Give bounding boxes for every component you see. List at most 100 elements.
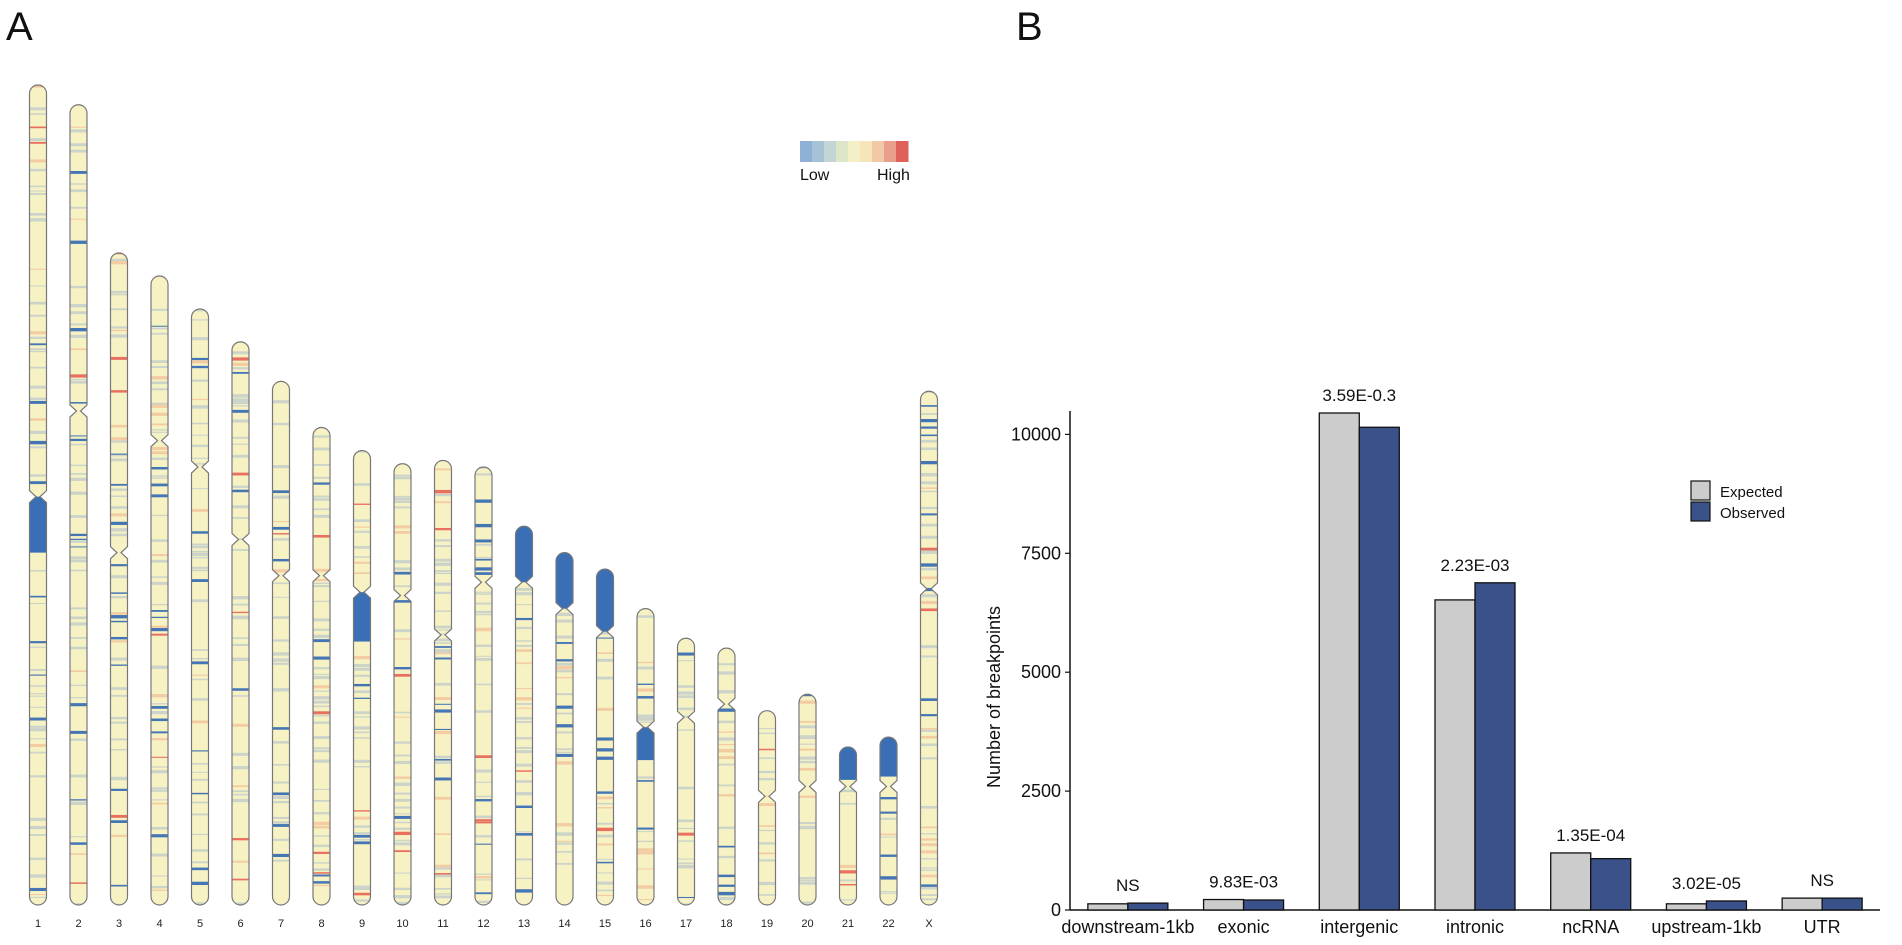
density-band	[515, 703, 533, 705]
density-band	[718, 763, 735, 766]
density-band	[475, 523, 492, 528]
density-band	[29, 430, 47, 434]
bar-expected	[1318, 412, 1360, 911]
density-band	[70, 836, 87, 838]
density-band	[70, 730, 87, 734]
density-band	[353, 885, 371, 888]
density-band	[394, 530, 411, 534]
category-group: NS downstream-1kb	[1061, 876, 1194, 937]
density-band	[596, 748, 614, 752]
density-band	[434, 895, 452, 899]
density-band	[232, 549, 249, 551]
density-band	[313, 628, 330, 631]
density-band	[313, 884, 330, 887]
chromosome-bands	[272, 381, 290, 906]
density-band	[272, 558, 290, 562]
density-band	[596, 861, 614, 864]
chromosome-bands	[151, 276, 168, 905]
density-band	[29, 331, 47, 335]
density-band	[920, 405, 938, 407]
density-band	[920, 550, 938, 554]
chromosome-body	[677, 638, 695, 905]
density-band	[29, 896, 47, 898]
density-band	[191, 488, 209, 490]
chromosome-label: 6	[237, 918, 243, 930]
density-band	[394, 497, 411, 501]
density-band	[920, 826, 938, 829]
density-band	[353, 825, 371, 828]
density-band	[475, 819, 492, 822]
bar-expected	[1781, 897, 1823, 911]
density-band	[232, 723, 249, 727]
density-band	[272, 521, 290, 523]
chromosome-outline	[231, 341, 250, 906]
density-band	[151, 766, 168, 768]
chromosome-body	[191, 308, 209, 905]
density-band	[556, 676, 573, 679]
chromosome-body	[799, 694, 816, 905]
chromosome-label: 12	[477, 918, 489, 930]
density-band	[394, 754, 411, 757]
density-band	[718, 737, 735, 741]
density-band	[434, 703, 452, 705]
density-band	[758, 728, 776, 730]
density-band	[29, 706, 47, 708]
x-tick-label: UTR	[1804, 917, 1841, 937]
density-band	[313, 799, 330, 802]
chromosome-bands	[799, 694, 816, 905]
density-band	[70, 801, 87, 805]
density-band	[151, 789, 168, 792]
density-band	[110, 424, 128, 428]
density-band	[353, 483, 371, 486]
density-band	[394, 760, 411, 765]
density-band	[232, 367, 249, 370]
density-band	[637, 831, 654, 833]
density-band	[353, 683, 371, 687]
density-band	[920, 490, 938, 493]
density-band	[70, 622, 87, 626]
density-band	[475, 593, 492, 595]
density-band	[313, 447, 330, 451]
density-band	[70, 435, 87, 437]
density-band	[110, 664, 128, 666]
density-band	[191, 569, 209, 572]
density-band	[434, 610, 452, 612]
density-band	[151, 731, 168, 734]
density-band	[353, 690, 371, 694]
density-band	[475, 613, 492, 616]
density-band	[434, 539, 452, 542]
density-band	[434, 572, 452, 575]
density-band	[637, 851, 654, 855]
density-band	[151, 559, 168, 563]
density-band	[596, 652, 614, 654]
chromosome-bands	[232, 341, 249, 906]
density-band	[272, 495, 290, 499]
density-band	[29, 440, 47, 445]
density-band	[313, 656, 330, 660]
density-band	[920, 743, 938, 747]
density-band	[272, 795, 290, 799]
density-band	[313, 721, 330, 724]
density-band	[191, 444, 209, 448]
density-band	[920, 434, 938, 437]
density-band	[29, 159, 47, 163]
chromosome-label: 16	[639, 918, 651, 930]
density-band	[232, 505, 249, 509]
chromosome-label: 14	[558, 918, 570, 930]
chromosome-bands	[880, 737, 897, 905]
density-band	[677, 858, 695, 860]
density-scale-swatch	[872, 141, 885, 162]
category-group: 9.83E-03 exonic	[1202, 873, 1285, 937]
density-band	[110, 687, 128, 690]
density-band	[110, 814, 128, 818]
density-band	[434, 874, 452, 878]
density-band	[677, 840, 695, 842]
chromosome-bands	[758, 710, 776, 905]
chromosome-bands	[596, 569, 614, 905]
density-band	[920, 419, 938, 423]
density-band	[839, 870, 857, 874]
density-band	[29, 348, 47, 351]
density-band	[394, 842, 411, 846]
density-band	[475, 876, 492, 879]
density-band	[29, 481, 47, 485]
